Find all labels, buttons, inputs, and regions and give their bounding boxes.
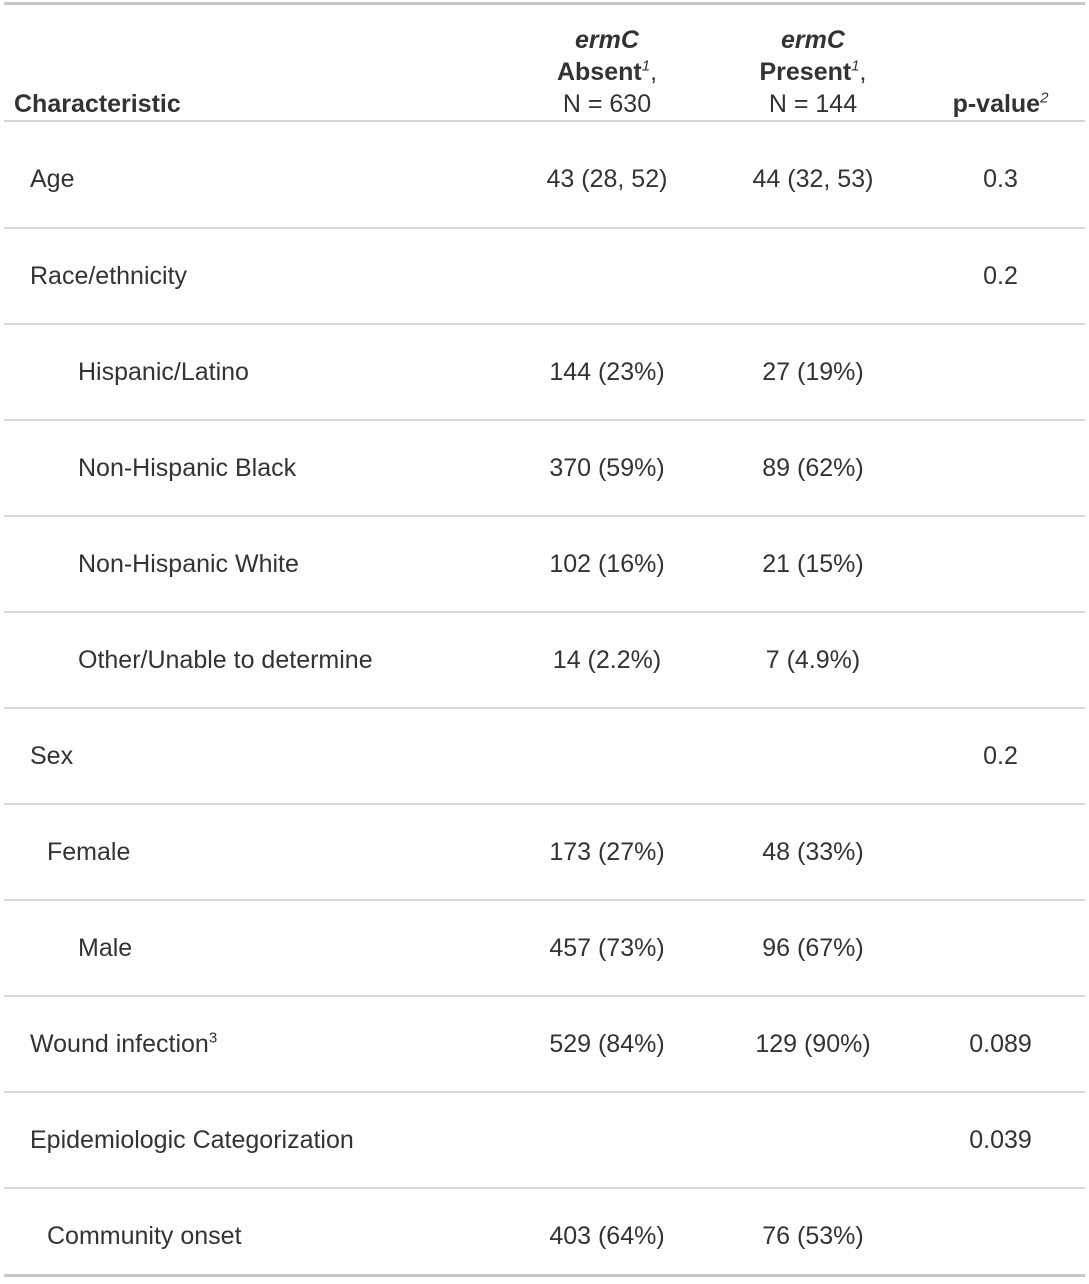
cell-absent <box>504 707 710 804</box>
table-row: Age 43 (28, 52) 44 (32, 53) 0.3 <box>4 132 1085 228</box>
cell-present: 48 (33%) <box>710 803 916 900</box>
header-pvalue-label: p-value <box>952 90 1041 118</box>
row-label: Non-Hispanic White <box>4 515 504 612</box>
row-label-text: Wound infection <box>30 1029 209 1058</box>
row-label: Community onset <box>4 1187 504 1284</box>
row-label-footnote: 3 <box>208 1029 218 1047</box>
cell-absent <box>504 227 710 324</box>
cell-pvalue <box>916 611 1085 708</box>
table-row: Other/Unable to determine 14 (2.2%) 7 (4… <box>4 611 1085 708</box>
table-bottom-rule <box>4 1274 1085 1277</box>
cell-absent: 173 (27%) <box>504 803 710 900</box>
header-pvalue-footnote: 2 <box>1040 89 1049 107</box>
cell-absent: 102 (16%) <box>504 515 710 612</box>
cell-pvalue: 0.039 <box>916 1091 1085 1188</box>
header-divider <box>4 120 1085 122</box>
table-row: Non-Hispanic Black 370 (59%) 89 (62%) <box>4 419 1085 516</box>
cell-present <box>710 1091 916 1188</box>
row-label: Wound infection3 <box>4 995 504 1092</box>
cell-absent: 144 (23%) <box>504 323 710 420</box>
row-label: Hispanic/Latino <box>4 323 504 420</box>
cell-present: 27 (19%) <box>710 323 916 420</box>
table-row: Sex 0.2 <box>4 707 1085 804</box>
cell-pvalue <box>916 323 1085 420</box>
cell-absent: 370 (59%) <box>504 419 710 516</box>
header-absent-footnote: 1 <box>641 57 651 75</box>
row-label: Female <box>4 803 504 900</box>
header-ermc-present: ermC Present1, N = 144 <box>710 5 916 132</box>
cell-present: 44 (32, 53) <box>752 165 874 193</box>
table-row: Race/ethnicity 0.2 <box>4 227 1085 324</box>
table-row: Wound infection3 529 (84%) 129 (90%) 0.0… <box>4 995 1085 1092</box>
cell-present: 129 (90%) <box>710 995 916 1092</box>
table-row: Hispanic/Latino 144 (23%) 27 (19%) <box>4 323 1085 420</box>
cell-absent: 403 (64%) <box>504 1187 710 1284</box>
header-present-footnote: 1 <box>851 57 860 75</box>
table-row: Female 173 (27%) 48 (33%) <box>4 803 1085 900</box>
header-present-label: Present <box>759 58 852 86</box>
cell-pvalue: 0.2 <box>916 227 1085 324</box>
header-ermc-absent: ermC Absent1, N = 630 <box>504 5 710 132</box>
cell-absent: 457 (73%) <box>504 899 710 996</box>
row-label: Non-Hispanic Black <box>4 419 504 516</box>
cell-pvalue <box>916 1187 1085 1284</box>
header-absent-n: N = 630 <box>562 90 652 118</box>
row-label: Male <box>4 899 504 996</box>
cell-present: 89 (62%) <box>710 419 916 516</box>
table-top-rule <box>4 2 1085 5</box>
cell-absent: 14 (2.2%) <box>504 611 710 708</box>
cell-present: 96 (67%) <box>710 899 916 996</box>
cell-pvalue: 0.089 <box>916 995 1085 1092</box>
header-absent-gene: ermC <box>575 26 639 54</box>
header-present-comma: , <box>859 58 867 86</box>
cell-pvalue <box>916 515 1085 612</box>
summary-table: Characteristic ermC Absent1, N = 630 erm… <box>4 5 1085 1284</box>
table-row: Community onset 403 (64%) 76 (53%) <box>4 1187 1085 1284</box>
table-body: Age 43 (28, 52) 44 (32, 53) 0.3 Race/eth… <box>4 132 1085 1284</box>
row-label: Age <box>30 165 75 193</box>
header-absent-comma: , <box>650 58 658 86</box>
cell-pvalue: 0.3 <box>983 165 1018 193</box>
row-label: Sex <box>4 707 504 804</box>
cell-absent <box>504 1091 710 1188</box>
table-row: Non-Hispanic White 102 (16%) 21 (15%) <box>4 515 1085 612</box>
cell-pvalue <box>916 899 1085 996</box>
cell-pvalue <box>916 803 1085 900</box>
row-label: Epidemiologic Categorization <box>4 1091 504 1188</box>
header-pvalue: p-value2 <box>916 5 1085 132</box>
header-present-n: N = 144 <box>768 90 858 118</box>
table-header: Characteristic ermC Absent1, N = 630 erm… <box>4 5 1085 132</box>
cell-pvalue: 0.2 <box>916 707 1085 804</box>
cell-absent: 43 (28, 52) <box>546 165 668 193</box>
table-row: Epidemiologic Categorization 0.039 <box>4 1091 1085 1188</box>
cell-present <box>710 227 916 324</box>
row-label: Other/Unable to determine <box>4 611 504 708</box>
cell-pvalue <box>916 419 1085 516</box>
cell-present: 21 (15%) <box>710 515 916 612</box>
header-absent-label: Absent <box>556 58 642 86</box>
header-characteristic: Characteristic <box>14 90 181 118</box>
header-present-gene: ermC <box>781 26 845 54</box>
cell-present: 76 (53%) <box>710 1187 916 1284</box>
table-row: Male 457 (73%) 96 (67%) <box>4 899 1085 996</box>
cell-present <box>710 707 916 804</box>
row-label: Race/ethnicity <box>4 227 504 324</box>
cell-absent: 529 (84%) <box>504 995 710 1092</box>
cell-present: 7 (4.9%) <box>710 611 916 708</box>
